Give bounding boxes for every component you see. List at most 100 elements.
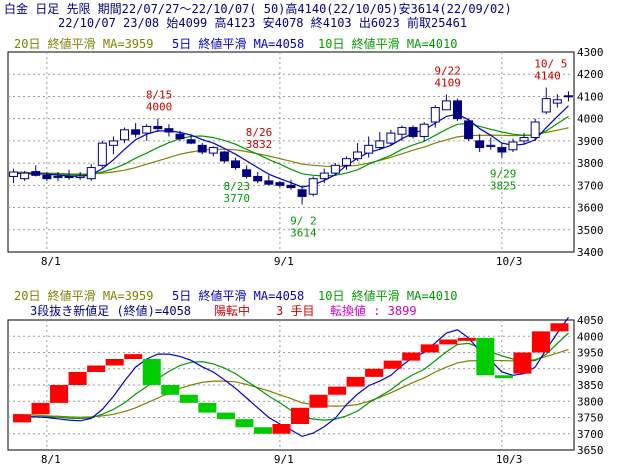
y-tick-label: 3800 [577,395,604,408]
annotation-date: 9/22 [434,64,461,77]
candle-body [120,129,130,141]
y-tick-label: 4000 [577,330,604,343]
y-tick-label: 3750 [577,412,604,425]
legend-bottom-ma5: 5日 終値平滑 MA=4058 [172,289,305,303]
ma10-line [13,115,569,177]
candle-body [286,184,296,189]
legend-ma20: 20日 終値平滑 MA=3959 [14,37,154,51]
candle-body [108,140,118,146]
candle-body [375,140,385,149]
annotation-date: 8/26 [246,126,272,139]
candle-body [20,172,30,180]
candle-body [541,98,551,113]
legend-ma10: 10日 終値平滑 MA=4010 [318,37,458,51]
break-brick [105,359,124,366]
y-tick-label: 3800 [577,157,604,170]
break-brick [216,412,235,420]
candle-body [330,164,340,174]
annotation-date: 9/29 [490,168,517,181]
annotation-date: 9/ 2 [290,214,317,227]
candle-body [397,127,407,135]
candle-body [464,120,474,140]
candle-body [175,133,185,140]
candle-body [197,144,207,153]
header-line-2: 22/10/07 23/08 始4099 高4123 安4078 終4103 出… [58,16,468,30]
candle-body [563,95,573,98]
x-tick-label: 8/1 [41,255,61,268]
break-brick [253,427,272,434]
y-tick-label: 4000 [577,113,604,126]
candle-body [31,171,41,176]
break-brick [198,402,217,413]
break-brick [550,323,569,332]
candle-body [208,147,218,154]
kagi-status: 陽転中 [214,304,251,318]
annotation-value: 3770 [224,192,251,205]
candle-body [131,129,141,135]
candle-body [231,160,241,169]
candle-body [53,175,63,179]
x-tick-label: 10/3 [496,453,523,466]
annotation-value: 4140 [534,70,561,83]
candle-body [97,142,107,166]
candle-body [475,140,485,149]
candle-body [9,171,19,177]
ma20-line [13,127,569,175]
annotation-value: 3832 [246,138,272,151]
candle-body [419,123,429,137]
candle-body [142,125,152,134]
break-brick [309,394,328,408]
y-tick-label: 4050 [577,314,604,327]
break-brick [476,337,495,376]
annotation-date: 10/ 5 [534,58,567,71]
legend-ma5: 5日 終値平滑 MA=4058 [172,37,305,51]
break-brick [31,402,50,415]
candle-body [275,182,285,186]
x-tick-label: 9/1 [274,453,294,466]
y-tick-label: 3500 [577,224,604,237]
y-tick-label: 3850 [577,379,604,392]
candle-body [552,99,562,104]
annotation-date: 8/15 [146,89,173,102]
candle-body [519,137,529,142]
y-tick-label: 4200 [577,68,604,81]
candle-body [86,167,96,180]
candle-body [530,121,540,139]
y-tick-label: 4100 [577,90,604,103]
y-tick-label: 3900 [577,363,604,376]
break-brick [420,344,439,353]
break-brick [179,394,198,403]
plot-frame [7,51,575,253]
candle-body [386,132,396,144]
candle-body [364,144,374,154]
candle-body [264,180,274,185]
break-brick [439,339,458,345]
annotation-value: 4109 [434,76,461,89]
candle-body [408,127,418,137]
annotation-date: 8/23 [224,180,251,193]
candle-body [253,175,263,182]
break-brick [235,419,254,428]
candle-body [497,147,507,153]
kagi-label: 3段抜き新値足 (終値)=4058 [30,304,192,318]
candle-body [242,169,252,177]
candle-body [186,139,196,144]
break-brick [513,352,532,374]
annotation-value: 3614 [290,226,317,239]
legend-bottom-ma10: 10日 終値平滑 MA=4010 [318,289,458,303]
candle-body [64,175,74,179]
candle-body [508,141,518,151]
legend-bottom-ma20: 20日 終値平滑 MA=3959 [14,289,154,303]
ma20-line-bottom [13,349,569,418]
kagi-turn-value: 転換値 : 3899 [330,304,417,318]
header-line-1: 白金 日足 先限 期間22/07/27～22/10/07( 50)高4140(2… [4,2,512,16]
break-brick [531,331,550,353]
y-tick-label: 3700 [577,179,604,192]
candle-body [164,128,174,133]
y-tick-label: 3900 [577,135,604,148]
kagi-count: 3 手目 [276,304,315,318]
break-brick [494,375,513,379]
y-tick-label: 3650 [577,444,604,457]
